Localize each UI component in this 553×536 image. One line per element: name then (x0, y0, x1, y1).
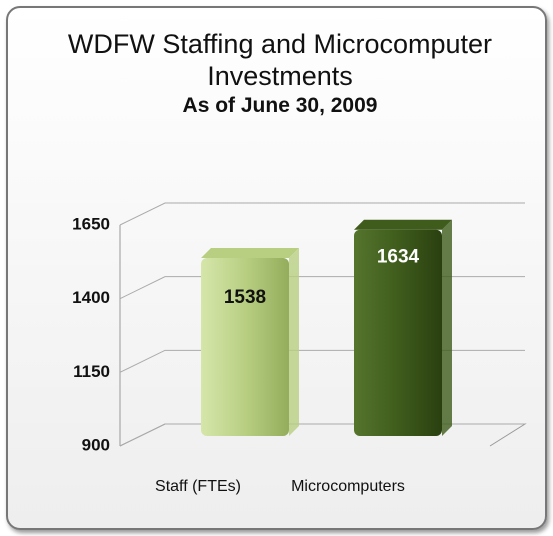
grid-line (119, 276, 525, 300)
grid-line (119, 423, 525, 447)
chart-subtitle: As of June 30, 2009 (182, 94, 378, 117)
bar-top (354, 219, 452, 230)
y-tick-label: 1400 (72, 288, 110, 307)
grid-line (119, 349, 525, 373)
y-tick-label: 1150 (73, 362, 110, 381)
bar (354, 229, 442, 436)
data-label: 1634 (377, 247, 420, 268)
x-tick-label: Microcomputers (291, 478, 405, 495)
floor (119, 423, 527, 447)
chart-title: WDFW Staffing and Microcomputer Investme… (67, 29, 493, 91)
bar (201, 258, 289, 436)
y-tick-label: 1650 (72, 214, 110, 233)
bar-side (442, 219, 452, 436)
bar-side (289, 248, 299, 436)
grid-line (119, 202, 525, 226)
bar-top (201, 248, 299, 259)
data-label: 1538 (224, 287, 266, 308)
y-tick-label: 900 (82, 435, 110, 454)
x-tick-label: Staff (FTEs) (155, 478, 241, 495)
